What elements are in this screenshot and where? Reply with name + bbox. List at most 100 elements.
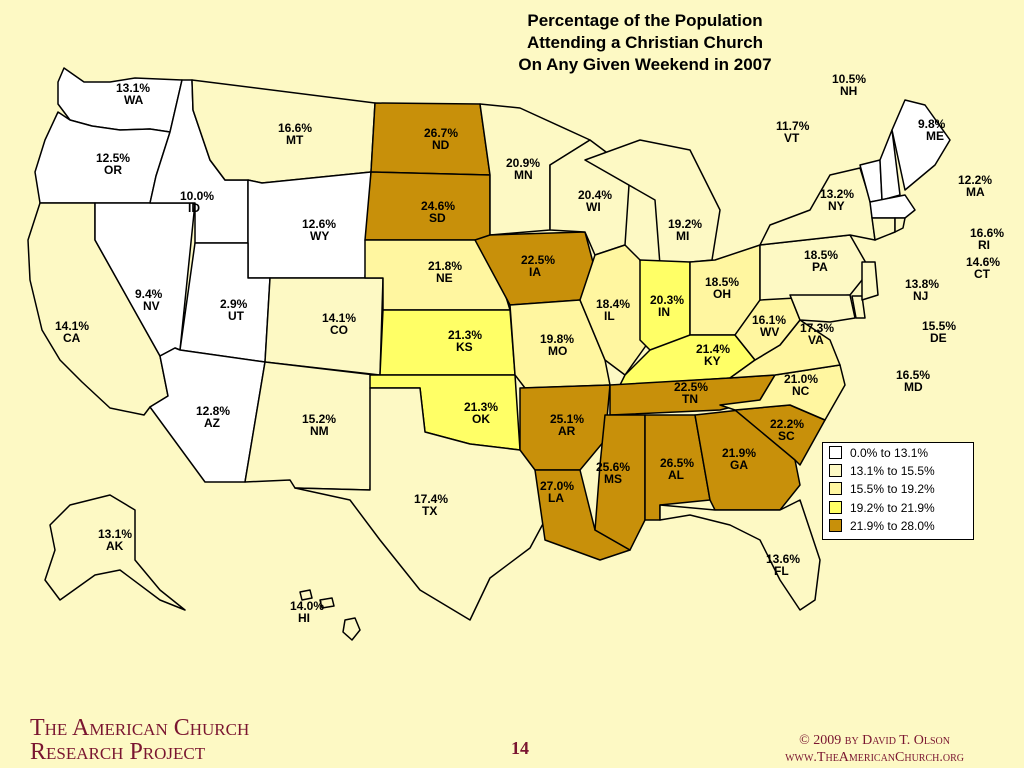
state-label-md: 16.5% MD — [896, 369, 930, 393]
state-abbr: CA — [63, 331, 81, 345]
state-label-ca: 14.1% CA — [55, 320, 89, 344]
state-value: 12.6% — [302, 217, 337, 231]
state-label-oh: 18.5% OH — [705, 276, 739, 300]
state-abbr: NC — [792, 384, 810, 398]
state-abbr: NJ — [913, 289, 929, 303]
state-abbr: NY — [828, 199, 845, 213]
legend-swatch — [829, 519, 842, 532]
state-value: 22.5% — [674, 380, 709, 394]
state-HI-2 — [299, 589, 313, 601]
state-abbr: HI — [298, 611, 310, 625]
state-label-ga: 21.9% GA — [722, 447, 756, 471]
state-value: 14.0% — [290, 599, 325, 613]
state-abbr: AR — [558, 424, 576, 438]
state-value: 9.8% — [918, 117, 946, 131]
state-NY — [759, 167, 876, 246]
state-abbr: KY — [704, 354, 721, 368]
title-line-3: On Any Given Weekend in 2007 — [518, 55, 772, 74]
state-abbr: WY — [310, 229, 330, 243]
state-abbr: NV — [143, 299, 160, 313]
copyright: © 2009 by David T. Olson — [799, 733, 950, 748]
state-label-nh: 10.5% NH — [832, 73, 866, 97]
state-value: 17.4% — [414, 492, 449, 506]
state-label-nj: 13.8% NJ — [905, 278, 939, 302]
state-ME — [891, 99, 951, 191]
state-CT — [871, 217, 896, 241]
state-abbr: KS — [456, 340, 473, 354]
state-label-nc: 21.0% NC — [784, 373, 818, 397]
legend-label: 0.0% to 13.1% — [850, 446, 929, 460]
state-label-de: 15.5% DE — [922, 320, 956, 344]
state-label-pa: 18.5% PA — [804, 249, 838, 273]
state-NH — [879, 129, 901, 201]
state-RI — [894, 217, 906, 233]
state-value: 21.9% — [722, 446, 757, 460]
state-value: 11.7% — [776, 119, 810, 133]
state-abbr: CT — [974, 267, 990, 281]
map-title: Percentage of the Population Attending a… — [470, 10, 820, 76]
state-abbr: MA — [966, 185, 985, 199]
state-value: 16.1% — [752, 313, 787, 327]
state-abbr: MN — [514, 168, 533, 182]
state-abbr: IL — [604, 309, 615, 323]
state-abbr: IN — [658, 305, 670, 319]
state-abbr: WV — [760, 325, 780, 339]
state-value: 14.1% — [322, 311, 357, 325]
legend-swatch — [829, 501, 842, 514]
state-value: 18.4% — [596, 297, 631, 311]
state-abbr: MO — [548, 344, 568, 358]
org-name-line-2: Research Project — [30, 739, 206, 765]
state-FL — [659, 499, 821, 611]
state-value: 24.6% — [421, 199, 456, 213]
state-value: 9.4% — [135, 287, 163, 301]
state-label-wv: 16.1% WV — [752, 314, 786, 338]
state-label-al: 26.5% AL — [660, 457, 694, 481]
title-line-1: Percentage of the Population — [527, 11, 763, 30]
state-abbr: PA — [812, 260, 828, 274]
state-abbr: OH — [713, 287, 731, 301]
state-abbr: MD — [904, 380, 923, 394]
org-name-line-1: The American Church — [30, 715, 250, 741]
state-value: 13.2% — [820, 187, 855, 201]
legend-swatch — [829, 446, 842, 459]
state-value: 14.6% — [966, 255, 1001, 269]
state-abbr: AK — [106, 539, 124, 553]
state-abbr: SC — [778, 429, 795, 443]
state-label-ut: 2.9% UT — [220, 298, 247, 322]
state-label-nm: 15.2% NM — [302, 413, 336, 437]
state-value: 13.1% — [116, 81, 151, 95]
state-HI-3 — [319, 597, 335, 609]
state-abbr: TX — [422, 504, 438, 518]
state-value: 26.7% — [424, 126, 459, 140]
state-value: 13.6% — [766, 552, 801, 566]
state-value: 2.9% — [220, 297, 248, 311]
state-abbr: AZ — [204, 416, 220, 430]
state-label-ok: 21.3% OK — [464, 401, 498, 425]
legend-label: 21.9% to 28.0% — [850, 519, 935, 533]
state-label-wi: 20.4% WI — [578, 189, 612, 213]
state-abbr: ME — [926, 129, 944, 143]
state-abbr: ID — [188, 201, 200, 215]
state-label-mt: 16.6% MT — [278, 122, 312, 146]
state-value: 13.8% — [905, 277, 940, 291]
state-abbr: NH — [840, 84, 858, 98]
state-NC — [719, 364, 846, 421]
state-value: 22.5% — [521, 253, 556, 267]
state-abbr: AL — [668, 468, 684, 482]
state-label-hi: 14.0% HI — [290, 600, 324, 624]
page-number: 14 — [511, 738, 529, 758]
state-value: 14.1% — [55, 319, 90, 333]
state-label-vt: 11.7% VT — [776, 120, 809, 144]
state-value: 10.5% — [832, 72, 867, 86]
legend-swatch — [829, 464, 842, 477]
title-line-2: Attending a Christian Church — [526, 33, 764, 52]
state-IL — [579, 244, 651, 376]
state-value: 22.2% — [770, 417, 805, 431]
state-label-tn: 22.5% TN — [674, 381, 708, 405]
legend-item: 0.0% to 13.1% — [829, 446, 928, 460]
state-label-ny: 13.2% NY — [820, 188, 854, 212]
state-value: 19.8% — [540, 332, 575, 346]
org-name: The American Church Research Project — [30, 716, 249, 764]
state-HI — [342, 617, 361, 641]
state-label-ma: 12.2% MA — [958, 174, 992, 198]
